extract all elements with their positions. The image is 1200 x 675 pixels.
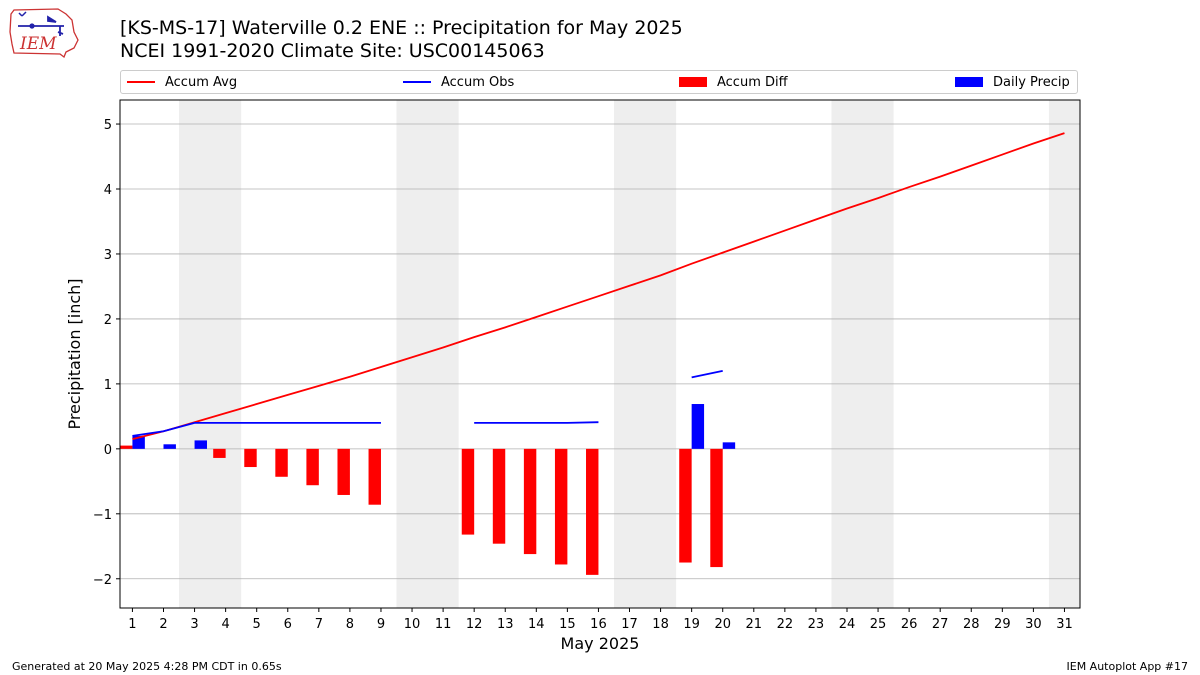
x-tick-label: 23	[808, 617, 825, 632]
x-tick-label: 5	[253, 617, 261, 632]
x-tick-label: 16	[590, 617, 607, 632]
x-tick-label: 12	[466, 617, 483, 632]
y-tick-label: 0	[104, 443, 112, 458]
legend-item-accum-diff: Accum Diff	[679, 71, 788, 93]
accum-diff-bar	[368, 448, 381, 505]
accum-diff-bar	[213, 448, 226, 458]
chart-legend: Accum Avg Accum Obs Accum Diff Daily Pre…	[120, 70, 1078, 94]
legend-label-accum-diff: Accum Diff	[717, 74, 788, 90]
accum-diff-bar	[461, 448, 475, 535]
logo-text: IEM	[19, 34, 57, 54]
x-tick-label: 11	[435, 617, 452, 632]
chart-subtitle: NCEI 1991-2020 Climate Site: USC00145063	[120, 40, 545, 62]
y-tick-label: −2	[93, 573, 112, 588]
footer-app-text: IEM Autoplot App #17	[1066, 660, 1189, 673]
legend-label-daily-precip: Daily Precip	[993, 74, 1070, 90]
y-tick-label: 1	[104, 378, 112, 393]
x-tick-label: 17	[621, 617, 638, 632]
x-tick-label: 30	[1025, 617, 1042, 632]
x-tick-label: 4	[221, 617, 229, 632]
accum-obs-line	[474, 421, 599, 424]
x-tick-label: 9	[377, 617, 385, 632]
x-tick-label: 26	[901, 617, 918, 632]
accum-diff-bar	[244, 448, 257, 468]
x-tick-label: 27	[932, 617, 949, 632]
weekend-band	[1048, 100, 1080, 608]
accum-obs-line	[691, 370, 723, 379]
weekend-band	[179, 100, 242, 608]
daily-precip-bar	[722, 442, 736, 449]
weekend-band	[613, 100, 677, 608]
accum-diff-bar	[306, 448, 319, 486]
weekend-band	[831, 100, 894, 608]
y-tick-label: 4	[104, 183, 112, 198]
daily-precip-bar	[194, 440, 207, 449]
accum-diff-bar	[554, 448, 568, 565]
weekend-band	[396, 100, 459, 608]
y-axis-label: Precipitation [inch]	[65, 278, 84, 429]
x-tick-label: 10	[404, 617, 421, 632]
x-tick-label: 3	[190, 617, 198, 632]
y-tick-label: 3	[104, 248, 112, 263]
legend-swatch-accum-avg	[127, 81, 155, 83]
accum-diff-bar	[120, 445, 133, 449]
chart-title: [KS-MS-17] Waterville 0.2 ENE :: Precipi…	[120, 17, 683, 39]
x-axis-label: May 2025	[561, 634, 640, 653]
accum-diff-bar	[710, 448, 723, 568]
daily-precip-bar	[163, 444, 176, 449]
legend-item-accum-avg: Accum Avg	[127, 71, 237, 93]
accum-diff-bar	[679, 448, 692, 563]
plot-frame	[119, 99, 1081, 609]
x-tick-label: 25	[870, 617, 887, 632]
series-lines	[132, 132, 1065, 440]
accum-diff-bar	[337, 448, 350, 495]
accum-diff-bar	[275, 448, 288, 477]
x-tick-label: 28	[963, 617, 980, 632]
x-tick-label: 1	[128, 617, 136, 632]
x-tick-label: 15	[559, 617, 576, 632]
x-tick-label: 14	[528, 617, 545, 632]
x-tick-label: 21	[746, 617, 763, 632]
x-tick-label: 13	[497, 617, 514, 632]
legend-swatch-accum-diff	[679, 77, 707, 87]
y-tick-label: −1	[93, 508, 112, 523]
iem-logo: IEM	[9, 8, 79, 58]
accum-diff-bar	[492, 448, 506, 544]
accum-obs-line	[132, 421, 381, 437]
gridlines	[120, 123, 1080, 580]
x-tick-label: 18	[652, 617, 669, 632]
x-tick-label: 31	[1056, 617, 1073, 632]
x-tick-label: 19	[683, 617, 700, 632]
accum-avg-line	[132, 132, 1065, 440]
accum-diff-bar	[523, 448, 537, 555]
legend-label-accum-avg: Accum Avg	[165, 74, 238, 90]
y-tick-label: 5	[104, 118, 112, 133]
x-tick-label: 29	[994, 617, 1011, 632]
x-tick-label: 8	[346, 617, 354, 632]
x-tick-label: 2	[159, 617, 167, 632]
legend-swatch-daily-precip	[955, 77, 983, 87]
x-tick-label: 22	[777, 617, 794, 632]
legend-item-daily-precip: Daily Precip	[955, 71, 1070, 93]
bars	[120, 404, 736, 575]
x-tick-label: 20	[714, 617, 731, 632]
daily-precip-bar	[691, 404, 705, 449]
x-tick-label: 24	[839, 617, 856, 632]
x-tick-label: 6	[284, 617, 292, 632]
legend-label-accum-obs: Accum Obs	[441, 74, 515, 90]
y-tick-label: 2	[104, 313, 112, 328]
legend-item-accum-obs: Accum Obs	[403, 71, 514, 93]
weekend-shading	[179, 100, 1080, 608]
legend-swatch-accum-obs	[403, 81, 431, 83]
x-tick-label: 7	[315, 617, 323, 632]
accum-diff-bar	[586, 448, 599, 575]
footer-generated-text: Generated at 20 May 2025 4:28 PM CDT in …	[12, 660, 282, 673]
